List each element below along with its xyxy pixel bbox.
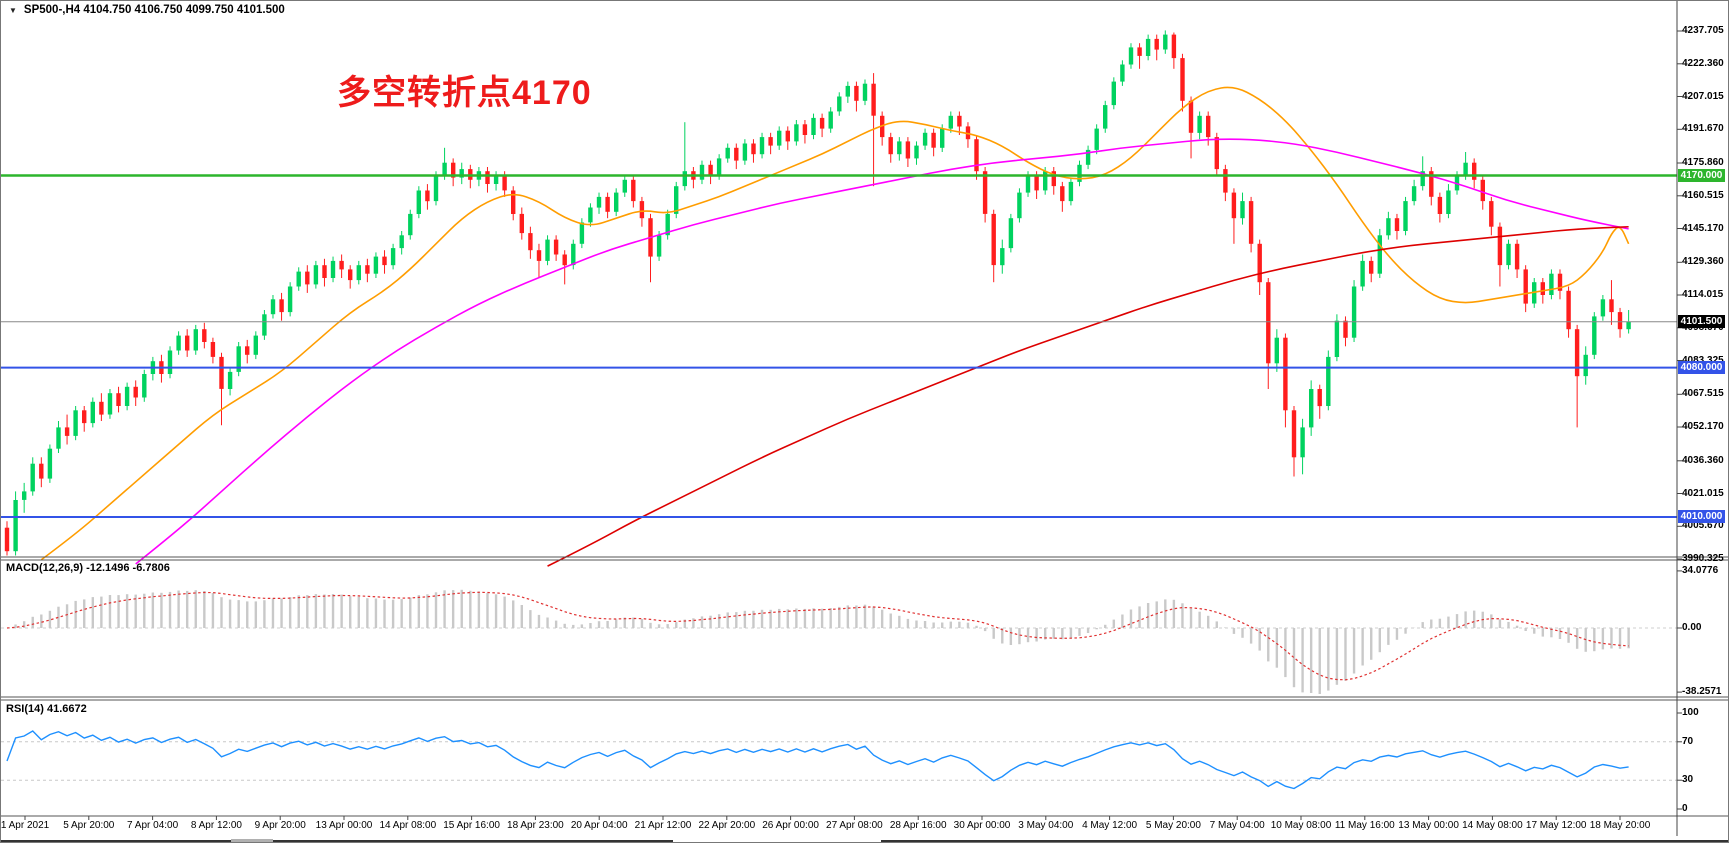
macd-axis-label: 34.0776 — [1682, 564, 1719, 576]
time-axis-label: 1 Apr 2021 — [0, 820, 50, 831]
macd-indicator-label: MACD(12,26,9) -12.1496 -6.7806 — [6, 562, 170, 574]
time-axis-label: 7 Apr 04:00 — [127, 820, 179, 831]
macd-axis-label: 0.00 — [1682, 622, 1702, 633]
rsi-axis-label: 70 — [1682, 735, 1694, 747]
time-axis-label: 30 Apr 00:00 — [953, 820, 1011, 831]
price-axis-label: 4114.015 — [1682, 289, 1724, 301]
price-axis-label: 4129.360 — [1682, 256, 1724, 268]
price-axis-label: 4052.170 — [1682, 421, 1724, 433]
rsi-indicator-label: RSI(14) 41.6672 — [6, 703, 87, 715]
bottom-scroll-thumb[interactable] — [231, 839, 273, 843]
time-axis-label: 26 Apr 00:00 — [762, 820, 819, 831]
time-axis-label: 5 May 20:00 — [1145, 820, 1201, 831]
price-axis-label: 4145.170 — [1682, 222, 1724, 234]
price-axis-label: 4021.015 — [1682, 487, 1724, 499]
ma-slow-line — [547, 225, 1629, 567]
time-axis-label: 22 Apr 20:00 — [698, 820, 756, 831]
price-axis-badge: 4080.000 — [1678, 360, 1725, 374]
time-axis-label: 17 May 12:00 — [1525, 820, 1587, 831]
chart-title-bar: ▼ SP500-,H4 4104.750 4106.750 4099.750 4… — [9, 4, 285, 16]
time-axis-label: 3 May 04:00 — [1018, 820, 1074, 831]
rsi-axis-label: 100 — [1682, 707, 1699, 718]
price-axis-badge: 4010.000 — [1678, 510, 1725, 524]
price-axis-label: 4036.360 — [1682, 454, 1724, 466]
time-axis-label: 14 Apr 08:00 — [379, 820, 437, 831]
time-axis-label: 28 Apr 16:00 — [889, 820, 947, 831]
macd-signal-line — [6, 591, 1629, 681]
price-axis-label: 4083.325 — [1682, 355, 1724, 366]
time-axis-label: 9 Apr 20:00 — [254, 820, 306, 831]
time-axis-label: 15 Apr 16:00 — [443, 820, 500, 831]
price-axis-label: 4160.515 — [1682, 189, 1724, 201]
price-axis-label: 4237.705 — [1682, 25, 1724, 36]
time-axis-label: 21 Apr 12:00 — [634, 820, 692, 831]
rsi-axis-label: 30 — [1682, 774, 1694, 786]
candles — [4, 30, 1631, 556]
price-axis-label: 4222.360 — [1682, 57, 1724, 69]
price-axis-label: 3990.325 — [1682, 553, 1724, 565]
rsi-axis-label: 0 — [1682, 803, 1688, 814]
time-axis-label: 5 Apr 20:00 — [63, 820, 115, 831]
time-axis-label: 11 May 16:00 — [1334, 820, 1395, 831]
time-axis-label: 13 Apr 00:00 — [315, 820, 373, 831]
price-axis-label: 4067.515 — [1682, 388, 1724, 400]
macd-axis-label: -38.2571 — [1682, 686, 1722, 698]
price-axis-label: 4207.015 — [1682, 90, 1724, 102]
price-axis-badge: 4101.500 — [1678, 314, 1725, 328]
macd-histogram — [14, 589, 1630, 694]
time-axis-label: 13 May 00:00 — [1398, 820, 1459, 831]
time-axis-label: 18 May 20:00 — [1589, 820, 1651, 831]
time-axis-label: 18 Apr 23:00 — [507, 820, 564, 831]
time-axis-label: 8 Apr 12:00 — [190, 820, 242, 831]
price-axis-label: 4175.860 — [1682, 157, 1724, 168]
symbol-dropdown-arrow-icon[interactable]: ▼ — [9, 5, 17, 15]
chart-ohlc-title: SP500-,H4 4104.750 4106.750 4099.750 410… — [23, 4, 285, 16]
horizontal-level-lines[interactable] — [1, 174, 1677, 518]
time-axis-label: 10 May 08:00 — [1270, 820, 1332, 831]
time-axis-label: 20 Apr 04:00 — [570, 820, 628, 831]
trend-annotation-text[interactable]: 多空转折点4170 — [337, 74, 592, 112]
time-axis-label: 14 May 08:00 — [1462, 820, 1523, 831]
rsi-line — [6, 730, 1629, 790]
time-axis-label: 7 May 04:00 — [1209, 820, 1265, 831]
time-axis-label: 27 Apr 08:00 — [826, 820, 883, 831]
ma-mid-line — [135, 138, 1629, 565]
ma-fast-line — [40, 86, 1630, 561]
price-axis-label: 4005.670 — [1682, 520, 1724, 532]
time-axis-label: 4 May 12:00 — [1082, 820, 1138, 831]
price-axis-label: 4191.670 — [1682, 123, 1724, 135]
price-axis-badge: 4170.000 — [1678, 168, 1725, 182]
